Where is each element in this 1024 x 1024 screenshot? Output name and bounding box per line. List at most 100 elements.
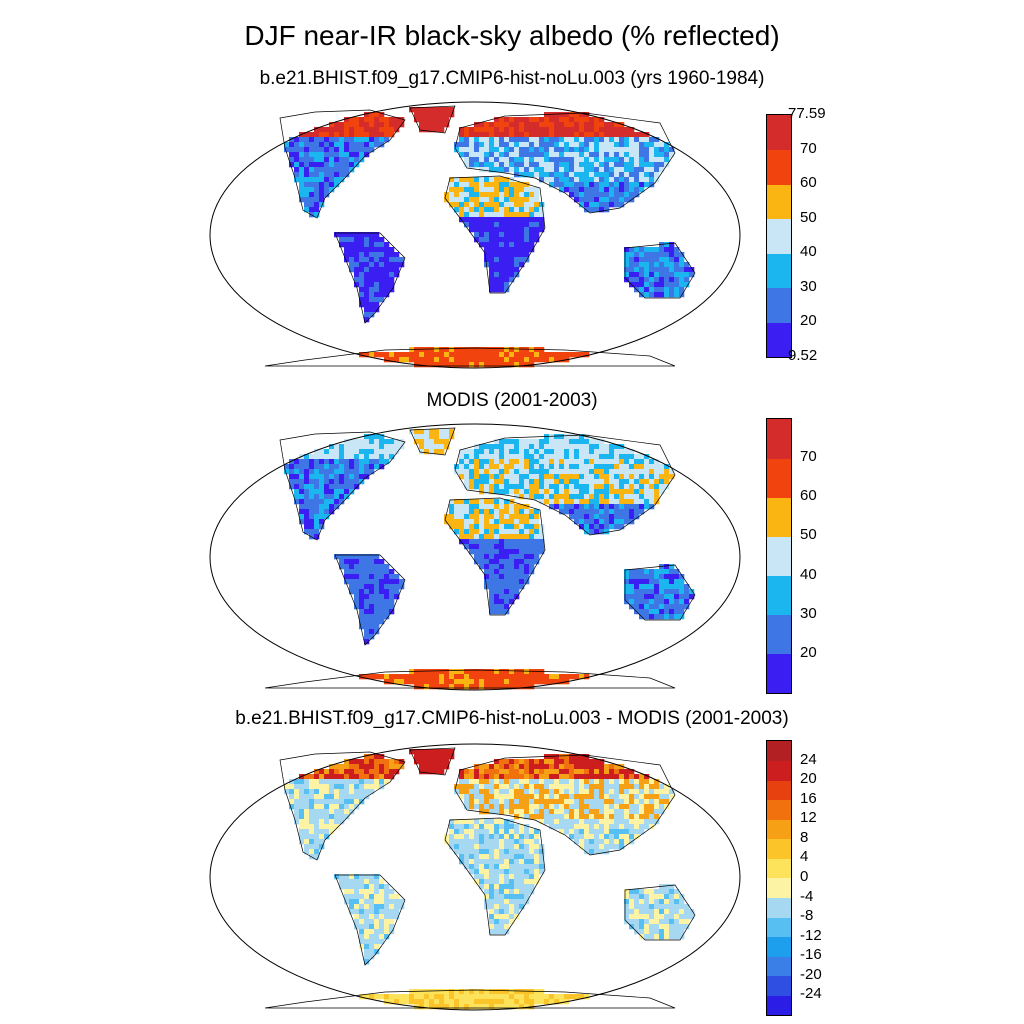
map-cell — [679, 919, 685, 925]
map-cell — [559, 434, 565, 440]
map-cell — [499, 152, 505, 158]
map-cell — [494, 854, 500, 860]
map-cell — [374, 874, 380, 880]
map-cell — [604, 514, 610, 520]
map-cell — [659, 167, 665, 173]
map-cell — [424, 1004, 430, 1010]
map-cell — [584, 192, 590, 198]
map-cell — [394, 759, 400, 765]
map-cell — [649, 499, 655, 505]
map-cell — [514, 829, 520, 835]
map-cell — [584, 824, 590, 830]
map-cell — [344, 879, 350, 885]
map-cell — [534, 674, 540, 680]
map-cell — [464, 684, 470, 690]
map-cell — [624, 779, 630, 785]
map-cell — [324, 474, 330, 480]
map-cell — [539, 764, 545, 770]
map-cell — [374, 267, 380, 273]
map-cell — [374, 784, 380, 790]
map-cell — [549, 162, 555, 168]
map-cell — [444, 439, 450, 445]
map-cell — [369, 267, 375, 273]
map-cell — [514, 474, 520, 480]
map-cell — [559, 994, 565, 1000]
map-cell — [584, 142, 590, 148]
map-cell — [514, 684, 520, 690]
map-cell — [504, 884, 510, 890]
map-cell — [359, 242, 365, 248]
map-cell — [594, 834, 600, 840]
map-cell — [349, 899, 355, 905]
map-cell — [584, 524, 590, 530]
map-cell — [414, 117, 420, 123]
map-cell — [454, 147, 460, 153]
map-cell — [324, 504, 330, 510]
map-cell — [359, 302, 365, 308]
map-cell — [339, 554, 345, 560]
map-cell — [369, 307, 375, 313]
map-cell — [504, 444, 510, 450]
map-cell — [309, 147, 315, 153]
map-cell — [474, 554, 480, 560]
map-cell — [494, 899, 500, 905]
map-cell — [554, 479, 560, 485]
map-cell — [504, 994, 510, 1000]
map-cell — [624, 804, 630, 810]
map-cell — [584, 494, 590, 500]
map-cell — [574, 794, 580, 800]
map-cell — [574, 504, 580, 510]
map-cell — [464, 829, 470, 835]
map-cell — [494, 287, 500, 293]
map-cell — [529, 809, 535, 815]
map-cell — [644, 584, 650, 590]
map-cell — [439, 1004, 445, 1010]
map-cell — [604, 769, 610, 775]
map-cell — [679, 929, 685, 935]
map-cell — [389, 889, 395, 895]
map-cell — [534, 162, 540, 168]
colorbar-segment — [767, 184, 791, 220]
map-cell — [374, 554, 380, 560]
map-cell — [534, 544, 540, 550]
map-cell — [574, 177, 580, 183]
map-cell — [554, 769, 560, 775]
map-cell — [489, 819, 495, 825]
map-cell — [504, 499, 510, 505]
map-cell — [514, 879, 520, 885]
map-cell — [349, 454, 355, 460]
map-cell — [289, 157, 295, 163]
map-cell — [679, 282, 685, 288]
map-cell — [489, 519, 495, 525]
map-cell — [469, 474, 475, 480]
map-cell — [549, 177, 555, 183]
map-cell — [524, 834, 530, 840]
map-cell — [504, 904, 510, 910]
map-cell — [289, 162, 295, 168]
map-cell — [579, 167, 585, 173]
map-cell — [614, 784, 620, 790]
map-cell — [599, 147, 605, 153]
map-cell — [369, 764, 375, 770]
map-cell — [379, 879, 385, 885]
map-cell — [329, 182, 335, 188]
map-cell — [549, 459, 555, 465]
map-cell — [459, 769, 465, 775]
map-cell — [499, 559, 505, 565]
map-cell — [639, 187, 645, 193]
map-cell — [424, 107, 430, 113]
map-cell — [359, 624, 365, 630]
map-cell — [479, 879, 485, 885]
map-cell — [374, 569, 380, 575]
map-cell — [474, 764, 480, 770]
map-cell — [609, 839, 615, 845]
map-cell — [369, 257, 375, 263]
map-cell — [464, 519, 470, 525]
map-cell — [434, 759, 440, 765]
map-cell — [569, 824, 575, 830]
map-cell — [554, 182, 560, 188]
map-cell — [529, 459, 535, 465]
map-cell — [554, 489, 560, 495]
map-cell — [509, 167, 515, 173]
map-cell — [604, 504, 610, 510]
